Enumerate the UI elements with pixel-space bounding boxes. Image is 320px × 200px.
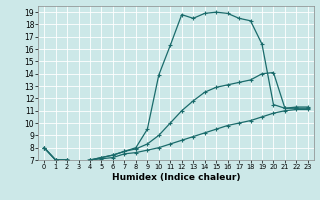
X-axis label: Humidex (Indice chaleur): Humidex (Indice chaleur): [112, 173, 240, 182]
